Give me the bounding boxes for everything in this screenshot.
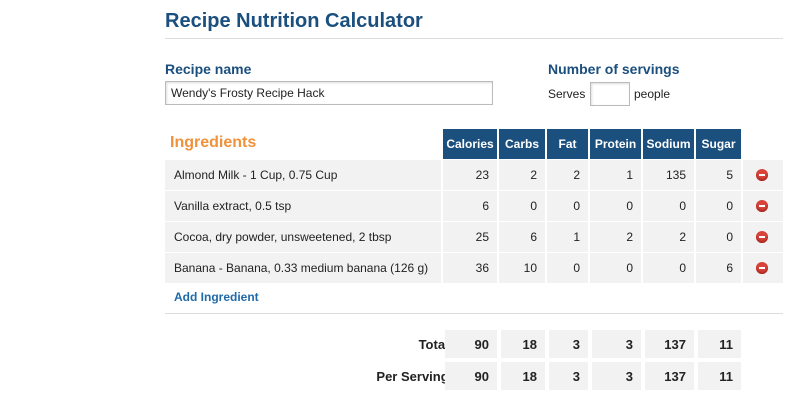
nutrient-value: 36 — [475, 261, 489, 275]
nutrient-value: 1 — [573, 230, 580, 244]
summary-value: 137 — [645, 330, 694, 358]
cell-background — [547, 222, 588, 252]
servings-label: Number of servings — [548, 61, 680, 77]
remove-button[interactable] — [756, 231, 768, 243]
cell-background — [443, 191, 497, 221]
summary-value: 90 — [445, 362, 497, 390]
serves-prefix: Serves — [548, 87, 586, 101]
row-background — [165, 191, 441, 221]
remove-button[interactable] — [756, 262, 768, 274]
servings-input[interactable] — [590, 82, 630, 106]
cell-background — [443, 160, 497, 190]
remove-button[interactable] — [756, 200, 768, 212]
cell-background — [590, 253, 641, 283]
summary-value: 137 — [645, 362, 694, 390]
summary-value: 11 — [698, 330, 741, 358]
nutrient-value: 0 — [573, 199, 580, 213]
cell-background — [499, 160, 545, 190]
cell-background — [590, 160, 641, 190]
nutrient-value: 0 — [573, 261, 580, 275]
nutrient-value: 25 — [475, 230, 489, 244]
summary-value: 3 — [592, 330, 641, 358]
summary-label: Total: — [418, 337, 453, 352]
cell-background — [643, 222, 694, 252]
column-header: Calories — [443, 129, 497, 159]
nutrient-value: 0 — [679, 199, 686, 213]
nutrient-value: 23 — [475, 168, 489, 182]
column-header: Sodium — [643, 129, 694, 159]
cell-background — [590, 222, 641, 252]
summary-value: 18 — [501, 330, 545, 358]
cell-background — [643, 191, 694, 221]
nutrient-value: 2 — [573, 168, 580, 182]
row-background — [165, 160, 441, 190]
cell-background — [499, 253, 545, 283]
cell-background — [643, 160, 694, 190]
cell-background — [696, 160, 741, 190]
cell-background — [643, 253, 694, 283]
serves-suffix: people — [634, 87, 671, 101]
column-header: Sugar — [696, 129, 741, 159]
recipe-name-label: Recipe name — [165, 61, 252, 77]
add-ingredient-link[interactable]: Add Ingredient — [174, 290, 259, 304]
cell-background — [499, 222, 545, 252]
summary-label: Per Serving: — [376, 369, 453, 384]
divider — [165, 38, 783, 39]
ingredient-name: Vanilla extract, 0.5 tsp — [174, 199, 292, 213]
cell-background — [547, 191, 588, 221]
nutrient-value: 2 — [679, 230, 686, 244]
nutrient-value: 0 — [626, 261, 633, 275]
ingredients-title: Ingredients — [170, 134, 257, 151]
cell-background — [547, 160, 588, 190]
nutrient-value: 10 — [523, 261, 537, 275]
ingredient-name: Cocoa, dry powder, unsweetened, 2 tbsp — [174, 230, 392, 244]
nutrient-value: 0 — [726, 230, 733, 244]
nutrient-value: 0 — [530, 199, 537, 213]
remove-button[interactable] — [756, 169, 768, 181]
row-background — [165, 253, 441, 283]
page-title: Recipe Nutrition Calculator — [165, 10, 423, 32]
cell-background — [547, 253, 588, 283]
summary-value: 3 — [549, 330, 588, 358]
recipe-name-input[interactable]: Wendy's Frosty Recipe Hack — [165, 81, 493, 105]
cell-background — [443, 253, 497, 283]
cell-background — [499, 191, 545, 221]
nutrient-value: 1 — [626, 168, 633, 182]
nutrient-value: 0 — [626, 199, 633, 213]
nutrient-value: 0 — [679, 261, 686, 275]
nutrient-value: 6 — [726, 261, 733, 275]
nutrient-value: 6 — [482, 199, 489, 213]
divider — [165, 313, 783, 314]
column-header: Carbs — [499, 129, 545, 159]
cell-background — [590, 191, 641, 221]
nutrient-value: 2 — [530, 168, 537, 182]
ingredient-name: Banana - Banana, 0.33 medium banana (126… — [174, 261, 429, 275]
summary-value: 90 — [445, 330, 497, 358]
column-header: Fat — [547, 129, 588, 159]
row-background — [165, 222, 441, 252]
cell-background — [696, 253, 741, 283]
nutrient-value: 2 — [626, 230, 633, 244]
summary-value: 3 — [549, 362, 588, 390]
nutrient-value: 0 — [726, 199, 733, 213]
cell-background — [696, 222, 741, 252]
nutrient-value: 135 — [665, 168, 686, 182]
summary-value: 11 — [698, 362, 741, 390]
cell-background — [443, 222, 497, 252]
nutrient-value: 5 — [726, 168, 733, 182]
cell-background — [696, 191, 741, 221]
nutrient-value: 6 — [530, 230, 537, 244]
summary-value: 3 — [592, 362, 641, 390]
column-header: Protein — [590, 129, 641, 159]
summary-value: 18 — [501, 362, 545, 390]
ingredient-name: Almond Milk - 1 Cup, 0.75 Cup — [174, 168, 338, 182]
